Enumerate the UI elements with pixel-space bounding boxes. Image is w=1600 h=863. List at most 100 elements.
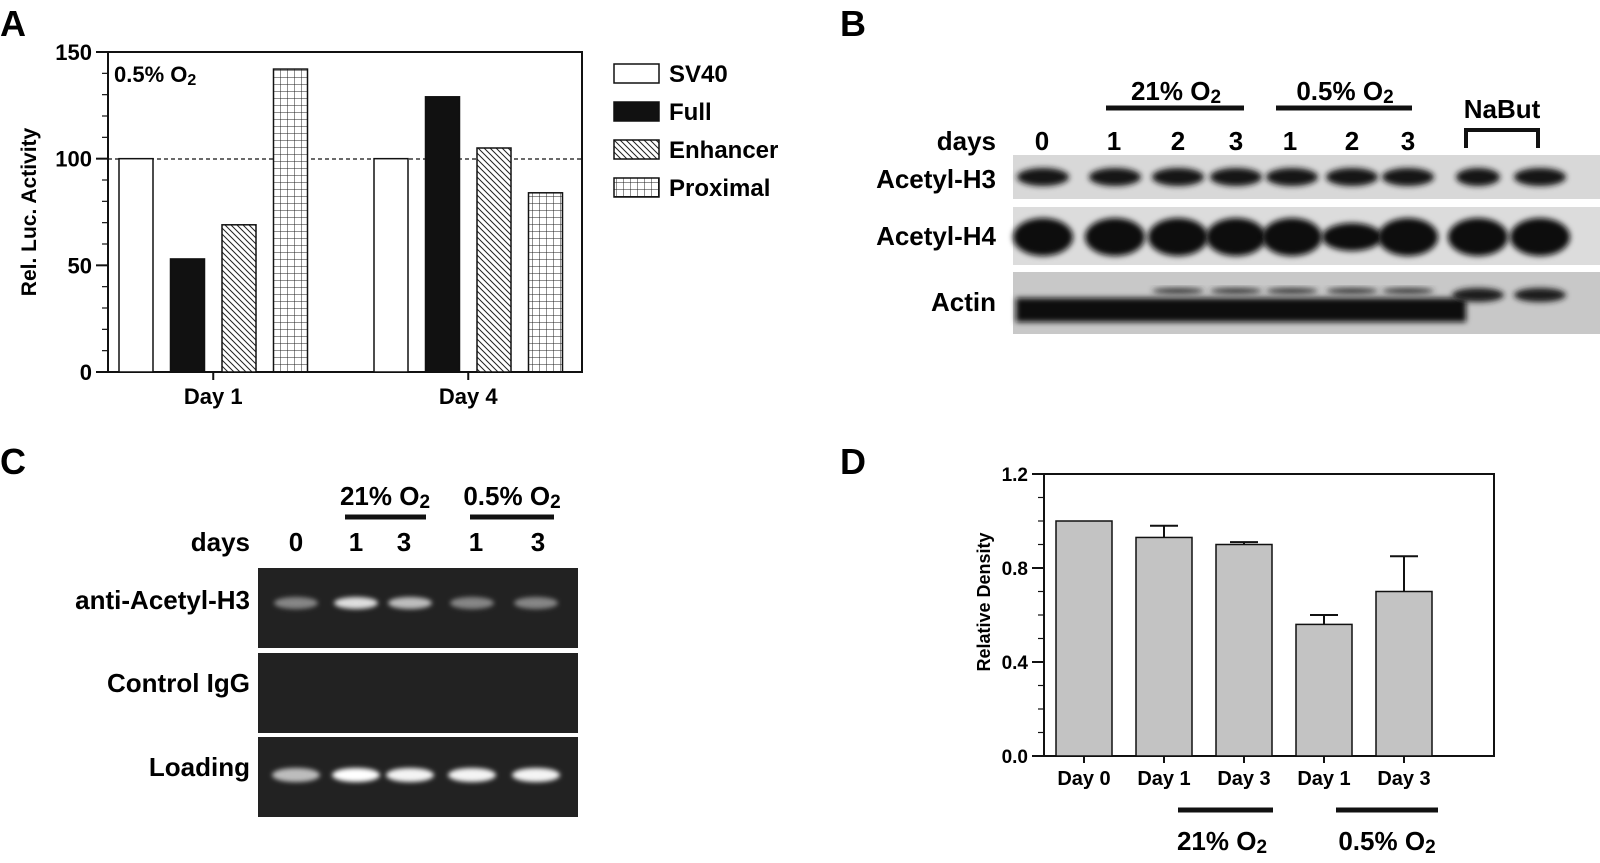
panel-b-band-h4 [1206,218,1266,256]
panel-a-bar-enhancer-day-4 [476,147,512,373]
panel-d-x-tick-label: Day 3 [1217,768,1270,790]
panel-b-band-h4 [1448,218,1508,256]
panel-c-gel [258,653,578,733]
panel-a-bars [118,68,564,373]
panel-c-band-acetyl [334,597,378,609]
panel-c-lane-label: 1 [469,527,483,557]
panel-a-y-tick-label: 100 [55,147,92,172]
panel-b-nabut-bracket [1464,128,1540,148]
panel-a-legend-label-full: Full [669,99,712,126]
panel-b-lane-label: 2 [1171,126,1185,156]
panel-a-legend-swatch-full [613,101,660,122]
panel-a-bar-proximal-day-4 [527,192,564,373]
panel-b-group-nabut: NaBut [1464,94,1541,124]
panel-d-bar [1135,536,1193,757]
panel-b-group-05: 0.5% O2 [1296,76,1393,108]
panel-c-lane-labels: 0 1 3 1 3 [289,527,545,557]
panel-d-x-tick-label: Day 1 [1137,768,1190,790]
panel-b-lane-label: 3 [1229,126,1243,156]
panel-d-bars [1055,520,1433,757]
panel-d-y-tick-label: 1.2 [1002,465,1028,486]
panel-b-band-h3 [1266,168,1318,186]
panel-a-bar-sv40-day-4 [373,157,409,373]
panel-b-band-h4 [1322,223,1382,251]
panel-b-band-h4 [1262,218,1322,256]
panel-c-band-acetyl [274,597,318,609]
panel-a-x-tick-label: Day 1 [184,384,243,409]
panel-b-band-h3 [1456,168,1500,186]
panel-b-band-actin [1452,288,1504,302]
panel-b-band-actin-upper [1266,288,1318,294]
panel-d-bar [1055,520,1113,757]
panel-b-row-label: Acetyl-H3 [876,164,996,194]
panel-a-letter: A [0,3,26,44]
panel-b-band-actin [1016,298,1466,322]
panel-d-y-label: Relative Density [974,532,994,671]
panel-b-band-actin-upper [1382,288,1434,294]
panel-a-bar-enhancer-day-1 [221,224,257,373]
panel-c-band-acetyl [514,597,558,609]
panel-b-band-h3 [1152,168,1204,186]
panel-c-band-acetyl [450,597,494,609]
panel-b-band-h4 [1378,218,1438,256]
panel-b-lane-label: 0 [1035,126,1049,156]
panel-d-group-05: 0.5% O2 [1338,826,1435,858]
panel-d-x-tick-label: Day 3 [1377,768,1430,790]
panel-b-band-h4 [1148,218,1208,256]
panel-b-group-21: 21% O2 [1131,76,1221,108]
panel-c-row-labels: anti-Acetyl-H3 Control IgG Loading [75,585,250,782]
panel-b-band-h4 [1510,218,1570,256]
panel-c-band-loading [332,768,380,782]
panel-c-group-21: 21% O2 [340,481,430,513]
panel-d-x-tick-label: Day 1 [1297,768,1350,790]
panel-a-bar-sv40-day-1 [118,157,154,373]
panel-a-legend-swatch-proximal [613,177,660,198]
panel-d-bar [1215,543,1273,757]
panel-c-band-loading [512,768,560,782]
panel-b-lane-label: 1 [1283,126,1297,156]
panel-a-legend-swatch-sv40 [613,63,660,84]
panel-c-band-acetyl [388,597,432,609]
panel-d-x-tick-label: Day 0 [1057,768,1110,790]
panel-d-letter: D [840,441,866,482]
panel-a-y-tick-label: 150 [55,40,92,65]
panel-b-blots [1013,155,1600,334]
panel-a-bar-full-day-4 [424,96,461,373]
panel-b-band-h3 [1382,168,1434,186]
panel-b-band-actin-upper [1152,288,1204,294]
panel-a-legend-label-proximal: Proximal [669,175,770,202]
panel-d-y-tick-label: 0.4 [1002,653,1029,674]
panel-b: B 21% O2 0.5% O2 NaBut days 0 1 2 3 1 2 3 Acet… [840,3,1600,334]
panel-b-row-labels: Acetyl-H3 Acetyl-H4 Actin [876,164,996,317]
panel-d-x-labels: Day 0 Day 1 Day 3 Day 1 Day 3 [1057,756,1431,790]
panel-c-row-label: Control IgG [107,668,250,698]
panel-b-band-actin-upper [1210,288,1262,294]
panel-b-band-h4 [1013,218,1073,256]
panel-b-row-label: Acetyl-H4 [876,221,996,251]
panel-a-y-tick-label: 50 [68,253,92,278]
panel-b-row-label: Actin [931,287,996,317]
panel-b-band-h3 [1326,168,1378,186]
panel-a-plot-frame [107,51,583,373]
panel-d-bar [1295,623,1353,757]
panel-a-y-axis: 0 50 100 150 [55,40,108,385]
panel-d-y-tick-label: 0.0 [1002,747,1028,768]
panel-c-group-05: 0.5% O2 [463,481,560,513]
panel-c-band-loading [386,768,434,782]
panel-b-letter: B [840,3,866,44]
panel-b-lane-label: 2 [1345,126,1359,156]
panel-c-row-label: Loading [149,752,250,782]
panel-b-band-h3 [1514,168,1566,186]
panel-c-band-loading [272,768,320,782]
panel-d-y-tick-label: 0.8 [1002,559,1028,580]
panel-c-days-label: days [191,527,250,557]
panel-b-band-h4 [1085,218,1145,256]
panel-c-lane-label: 0 [289,527,303,557]
panel-c-lane-label: 1 [349,527,363,557]
panel-a-legend-label-sv40: SV40 [669,61,728,88]
panel-b-band-actin [1514,288,1566,302]
panel-b-band-actin-upper [1326,288,1378,294]
panel-a-y-tick-label: 0 [80,360,92,385]
panel-a-bar-proximal-day-1 [272,68,309,373]
